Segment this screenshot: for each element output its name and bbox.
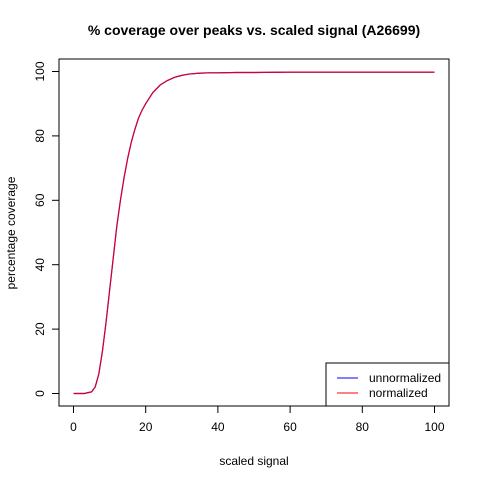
x-tick-label: 0	[70, 420, 77, 434]
series-layer	[73, 71, 435, 395]
y-tick-label: 0	[33, 390, 47, 397]
chart-title: % coverage over peaks vs. scaled signal …	[88, 22, 420, 38]
y-tick-label: 100	[33, 61, 47, 81]
x-tick-label: 80	[356, 420, 370, 434]
legend-label-unnormalized: unnormalized	[369, 371, 441, 385]
y-tick-label: 60	[33, 193, 47, 207]
plot-frame	[58, 58, 450, 407]
legend-label-normalized: normalized	[369, 386, 428, 400]
series-line-normalized	[73, 71, 435, 395]
x-tick-label: 100	[424, 420, 444, 434]
x-axis-label: scaled signal	[219, 454, 288, 468]
y-axis-label: percentage coverage	[4, 176, 18, 289]
y-tick-label: 20	[33, 322, 47, 336]
legend: unnormalized normalized	[325, 362, 450, 407]
y-tick-label: 40	[33, 258, 47, 272]
x-axis: 0 20 40 60 80 100	[70, 406, 445, 434]
y-axis: 0 20 40 60 80 100	[33, 61, 59, 397]
x-tick-label: 20	[139, 420, 153, 434]
legend-box	[325, 362, 450, 407]
y-tick-label: 80	[33, 129, 47, 143]
x-tick-label: 60	[283, 420, 297, 434]
x-tick-label: 40	[211, 420, 225, 434]
